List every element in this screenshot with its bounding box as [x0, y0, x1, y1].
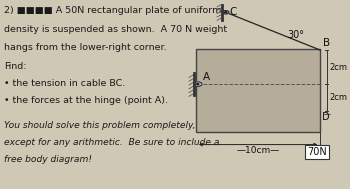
Text: —10cm—: —10cm— — [237, 146, 280, 155]
Text: A: A — [203, 72, 210, 82]
Text: hangs from the lower-right corner.: hangs from the lower-right corner. — [4, 43, 167, 53]
Bar — [196, 49, 320, 132]
Text: density is suspended as shown.  A 70 N weight: density is suspended as shown. A 70 N we… — [4, 25, 228, 34]
Text: 30°: 30° — [287, 30, 304, 40]
Text: C: C — [229, 7, 237, 17]
Circle shape — [194, 82, 202, 86]
Circle shape — [225, 12, 227, 13]
Text: ⊥: ⊥ — [322, 107, 330, 117]
Text: 2cm: 2cm — [329, 63, 347, 72]
Text: • the tension in cable BC.: • the tension in cable BC. — [4, 79, 125, 88]
Circle shape — [197, 84, 199, 85]
Text: free body diagram!: free body diagram! — [4, 155, 92, 164]
Text: 70N: 70N — [307, 147, 327, 157]
Text: 2) ■■■■ A 50N rectangular plate of uniform: 2) ■■■■ A 50N rectangular plate of unifo… — [4, 6, 222, 15]
Text: Find:: Find: — [4, 62, 27, 71]
Text: • the forces at the hinge (point A).: • the forces at the hinge (point A). — [4, 96, 168, 105]
Circle shape — [223, 11, 229, 14]
Text: D: D — [322, 112, 330, 122]
Text: B: B — [323, 38, 330, 48]
Text: except for any arithmetic.  Be sure to include a: except for any arithmetic. Be sure to in… — [4, 138, 220, 147]
Text: 2cm: 2cm — [329, 93, 347, 102]
Text: You should solve this problem completely,: You should solve this problem completely… — [4, 121, 196, 130]
